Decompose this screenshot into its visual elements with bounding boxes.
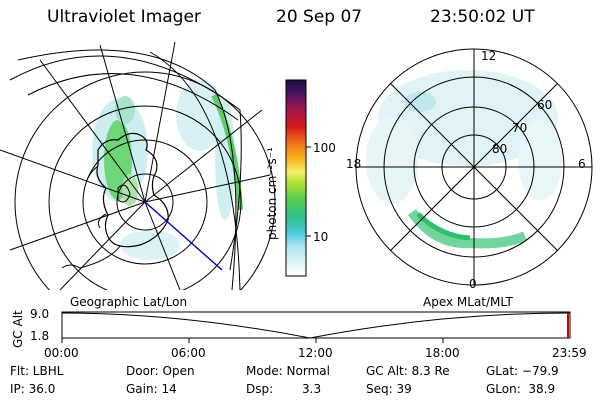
altitude-ytick-high: 9.0	[30, 307, 50, 321]
dsp-label: Dsp:	[246, 382, 274, 396]
colorbar-unit-label: photon cm⁻²s⁻¹	[265, 147, 279, 240]
colorbar-tick-10: 10	[313, 230, 329, 244]
colorbar	[285, 79, 311, 277]
polar-label-18: 18	[346, 157, 362, 171]
altitude-plot	[61, 311, 571, 343]
altitude-ytick-low: 1.8	[30, 329, 50, 343]
time-tick-0600: 06:00	[171, 346, 206, 360]
polar-label-6: 6	[578, 157, 586, 171]
satellite-trace	[144, 201, 223, 271]
flt-field: Flt: LBHL	[10, 364, 64, 378]
mode-field: Mode: Normal	[246, 364, 330, 378]
time-label: 23:50:02 UT	[430, 7, 535, 27]
polar-mlt-plot	[355, 48, 593, 286]
glon-field: GLon: 38.9	[486, 382, 556, 396]
polar-label-12: 12	[481, 49, 497, 63]
colorbar-tick-100: 100	[313, 141, 336, 155]
time-tick-1200: 12:00	[298, 346, 333, 360]
dsp-value: 3.3	[302, 382, 322, 396]
polar-label-60: 60	[537, 98, 553, 112]
mlt-panel-label: Apex MLat/MLT	[423, 295, 513, 309]
polar-aurora	[366, 70, 562, 249]
gcalt-field: GC Alt: 8.3 Re	[366, 364, 450, 378]
date-label: 20 Sep 07	[276, 7, 363, 27]
geo-grid	[0, 41, 276, 290]
geo-panel-label: Geographic Lat/Lon	[70, 295, 188, 309]
glat-field: GLat: −79.9	[486, 364, 559, 378]
polar-label-0: 0	[469, 277, 477, 291]
time-tick-0000: 00:00	[44, 346, 79, 360]
altitude-ylabel: GC Alt	[11, 310, 25, 348]
geographic-map	[0, 41, 276, 290]
door-field: Door: Open	[126, 364, 195, 378]
polar-label-70: 70	[512, 121, 528, 135]
antarctica-outline	[96, 132, 169, 248]
gain-field: Gain: 14	[126, 382, 177, 396]
polar-label-80: 80	[492, 142, 508, 156]
ip-field: IP: 36.0	[10, 382, 56, 396]
time-tick-1800: 18:00	[425, 346, 460, 360]
time-tick-2359: 23:59	[552, 346, 587, 360]
seq-field: Seq: 39	[366, 382, 412, 396]
app-title: Ultraviolet Imager	[47, 7, 201, 27]
